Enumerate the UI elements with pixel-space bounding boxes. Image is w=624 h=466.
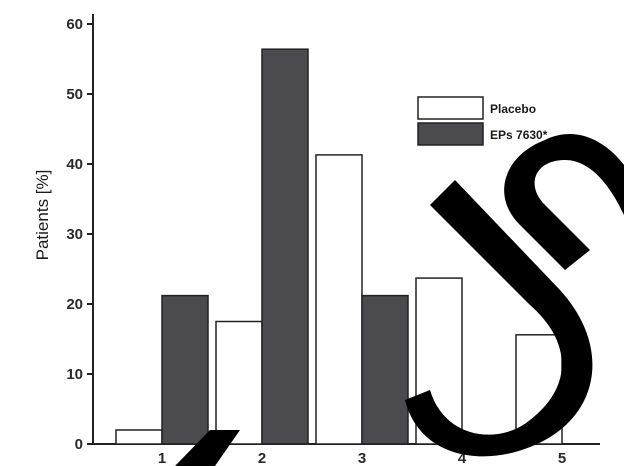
bar-placebo-3 — [315, 154, 363, 445]
legend-swatch-placebo — [417, 96, 484, 120]
legend-label-placebo: Placebo — [490, 102, 536, 116]
bar-eps-3 — [361, 294, 409, 445]
bar-eps-1 — [161, 294, 209, 445]
y-tick-label: 40 — [66, 156, 83, 173]
y-tick-label: 50 — [66, 86, 83, 103]
x-tick-label: 2 — [258, 450, 266, 466]
bars — [115, 48, 563, 445]
y-tick-label: 10 — [66, 366, 83, 383]
x-tick-label: 5 — [558, 450, 566, 466]
watermark-stroke-bottom — [175, 430, 240, 466]
y-tick-label: 60 — [66, 16, 83, 33]
bar-placebo-2 — [215, 320, 263, 445]
legend: Placebo EPs 7630* — [417, 96, 548, 146]
y-tick-label: 0 — [75, 436, 83, 453]
x-tick-label: 3 — [358, 450, 366, 466]
bar-placebo-1 — [115, 429, 163, 445]
watermark-letter-d — [504, 134, 624, 270]
bar-eps-2 — [261, 48, 309, 445]
y-tick-label: 30 — [66, 226, 83, 243]
x-tick-label: 4 — [458, 450, 467, 466]
y-tick-label: 20 — [66, 296, 83, 313]
watermark-letter-e — [405, 180, 593, 457]
watermark-overlay — [175, 134, 624, 466]
legend-swatch-eps — [417, 122, 484, 146]
y-axis-title: Patients [%] — [33, 170, 52, 261]
x-tick-label: 1 — [158, 450, 166, 466]
legend-label-eps: EPs 7630* — [490, 128, 548, 142]
y-axis-ticks: 0 10 20 30 40 50 60 — [66, 16, 93, 453]
x-axis-ticks: 1 2 3 4 5 — [158, 450, 566, 466]
